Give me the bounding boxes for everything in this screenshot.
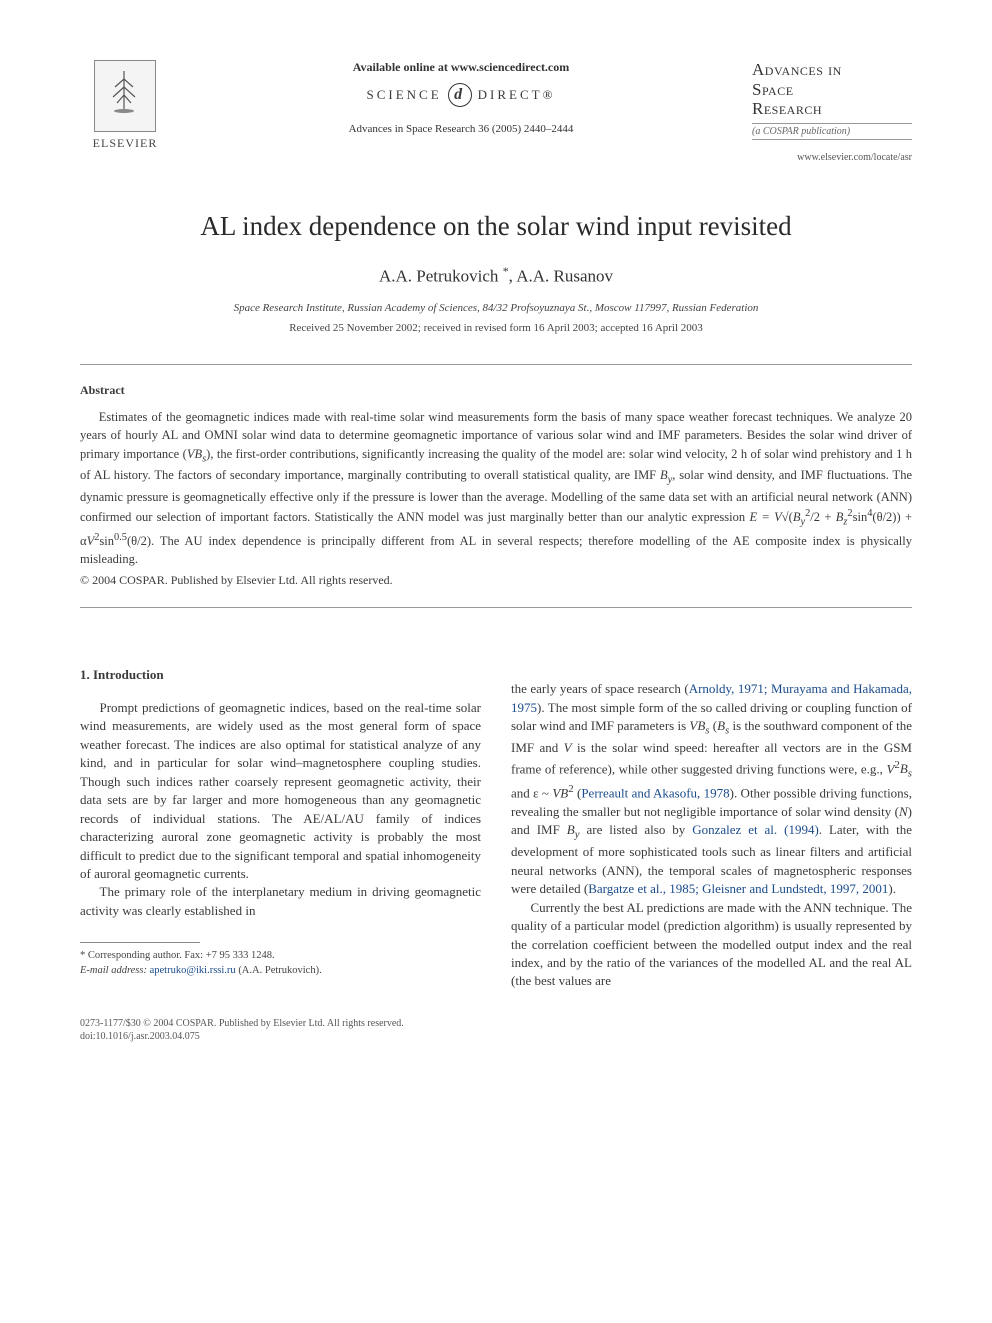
publisher-logo-block: ELSEVIER: [80, 60, 170, 151]
abstract-text: Estimates of the geomagnetic indices mad…: [80, 408, 912, 568]
sciencedirect-logo: SCIENCE d DIRECT®: [190, 83, 732, 107]
footer-line2: doi:10.1016/j.asr.2003.04.075: [80, 1030, 912, 1044]
footnote-email-line: E-mail address: apetruko@iki.rssi.ru (A.…: [80, 964, 481, 978]
body-columns: 1. Introduction Prompt predictions of ge…: [80, 626, 912, 990]
intro-para-3: the early years of space research (Arnol…: [511, 680, 912, 898]
footnote-email-label: E-mail address:: [80, 965, 147, 976]
journal-title-line1: Advances in: [752, 60, 842, 79]
sd-left: SCIENCE: [367, 87, 442, 103]
intro-para-4: Currently the best AL predictions are ma…: [511, 899, 912, 991]
column-right: the early years of space research (Arnol…: [511, 626, 912, 990]
abstract-heading: Abstract: [80, 383, 912, 398]
article-title: AL index dependence on the solar wind in…: [80, 211, 912, 242]
intro-para-1: Prompt predictions of geomagnetic indice…: [80, 699, 481, 884]
abstract-body: Estimates of the geomagnetic indices mad…: [80, 408, 912, 589]
page-footer: 0273-1177/$30 © 2004 COSPAR. Published b…: [80, 1017, 912, 1044]
column-left: 1. Introduction Prompt predictions of ge…: [80, 626, 481, 990]
page-root: ELSEVIER Available online at www.science…: [0, 0, 992, 1084]
elsevier-tree-icon: [94, 60, 156, 132]
rule-bottom: [80, 607, 912, 608]
center-header: Available online at www.sciencedirect.co…: [170, 60, 752, 135]
journal-url: www.elsevier.com/locate/asr: [752, 152, 912, 163]
header-row: ELSEVIER Available online at www.science…: [80, 60, 912, 163]
journal-title: Advances in Space Research: [752, 60, 912, 119]
authors: A.A. Petrukovich *, A.A. Rusanov: [80, 264, 912, 287]
article-dates: Received 25 November 2002; received in r…: [80, 322, 912, 334]
footer-line1: 0273-1177/$30 © 2004 COSPAR. Published b…: [80, 1017, 912, 1031]
footnote-corresponding: * Corresponding author. Fax: +7 95 333 1…: [80, 949, 481, 963]
footnote-rule: [80, 942, 200, 943]
sd-circle-icon: d: [448, 83, 472, 107]
sd-right: DIRECT®: [478, 87, 556, 103]
intro-heading: 1. Introduction: [80, 666, 481, 684]
publisher-name: ELSEVIER: [80, 136, 170, 151]
footnote-block: * Corresponding author. Fax: +7 95 333 1…: [80, 949, 481, 977]
intro-para-2: The primary role of the interplanetary m…: [80, 883, 481, 920]
journal-box: Advances in Space Research (a COSPAR pub…: [752, 60, 912, 163]
affiliation: Space Research Institute, Russian Academ…: [80, 302, 912, 314]
journal-title-line3: Research: [752, 99, 822, 118]
citation-text: Advances in Space Research 36 (2005) 244…: [190, 123, 732, 135]
footnote-email-author: (A.A. Petrukovich).: [238, 965, 321, 976]
available-online-text: Available online at www.sciencedirect.co…: [190, 60, 732, 75]
abstract-copyright: © 2004 COSPAR. Published by Elsevier Ltd…: [80, 572, 912, 589]
journal-title-line2: Space: [752, 80, 794, 99]
journal-subhead: (a COSPAR publication): [752, 123, 912, 140]
rule-top: [80, 364, 912, 365]
footnote-email[interactable]: apetruko@iki.rssi.ru: [150, 965, 236, 976]
